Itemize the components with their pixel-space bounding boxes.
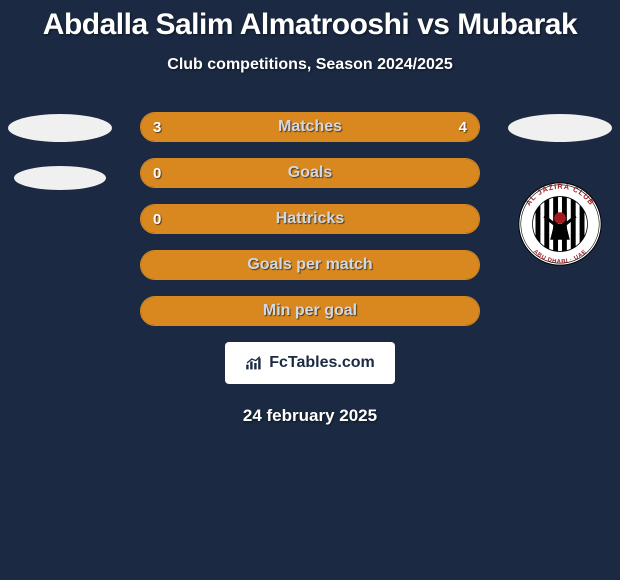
stat-bar-row: Goals0 [140,158,480,188]
stat-bar-value-left: 0 [153,159,161,187]
player2-club-badge: AL JAZIRA CLUB ABU DHABI · UAE [511,182,609,267]
stat-bar-label: Hattricks [141,205,479,233]
footer-date: 24 february 2025 [0,406,620,426]
stat-bar-row: Goals per match [140,250,480,280]
stat-bar-label: Min per goal [141,297,479,325]
comparison-content: AL JAZIRA CLUB ABU DHABI · UAE [0,112,620,426]
left-player-col [0,112,120,190]
page-title: Abdalla Salim Almatrooshi vs Mubarak [0,0,620,42]
stat-bar-label: Goals [141,159,479,187]
stat-bar-row: Matches3 4 [140,112,480,142]
stat-bar-label: Matches [141,113,479,141]
stat-bar-label: Goals per match [141,251,479,279]
player1-club-placeholder [14,166,106,190]
brand-footer-box: FcTables.com [225,342,395,384]
stat-bar-row: Hattricks0 [140,204,480,234]
player1-photo-placeholder [8,114,112,142]
page-subtitle: Club competitions, Season 2024/2025 [0,56,620,74]
stat-bars: Matches34Goals0Hattricks0Goals per match… [140,112,480,326]
barchart-icon [245,355,265,371]
stat-bar-value-left: 0 [153,205,161,233]
player2-photo-placeholder [508,114,612,142]
stat-bar-value-left: 3 [153,113,161,141]
right-player-col: AL JAZIRA CLUB ABU DHABI · UAE [500,112,620,267]
stat-bar-row: Min per goal [140,296,480,326]
stat-bar-value-right: 4 [459,113,467,141]
brand-text: FcTables.com [269,354,375,372]
